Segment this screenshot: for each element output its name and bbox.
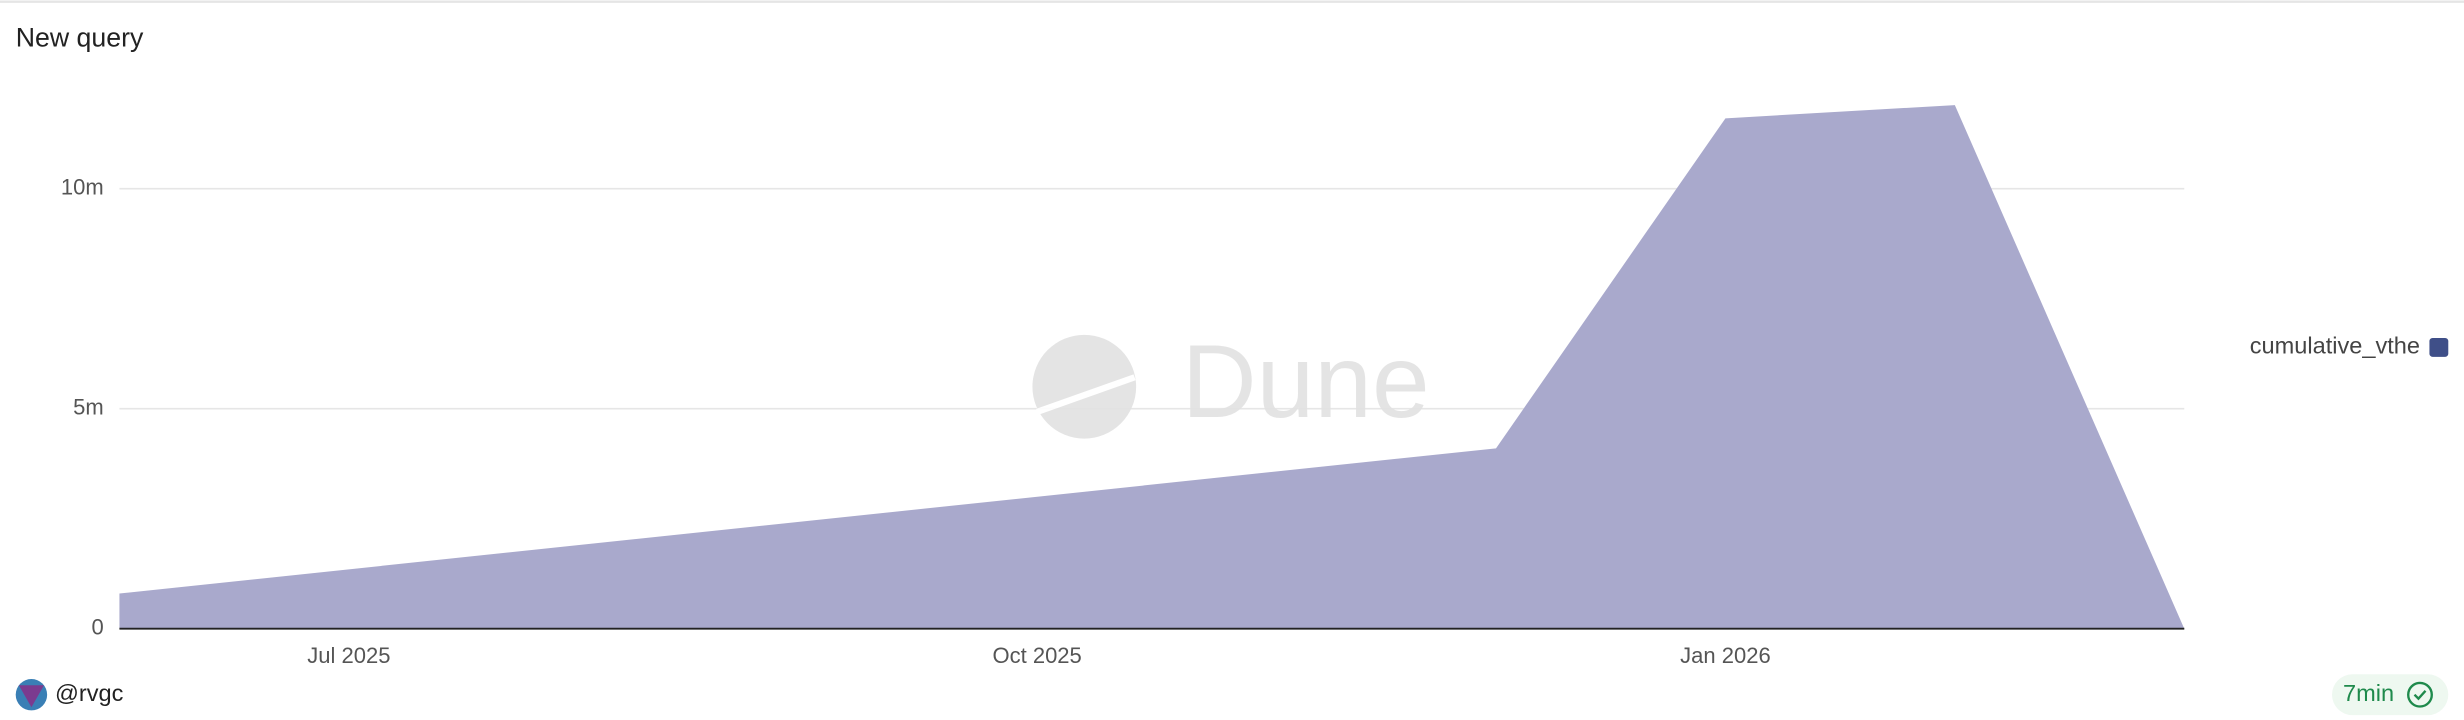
legend-swatch [2429, 338, 2449, 357]
y-tick-label: 5m [73, 395, 104, 420]
watermark-text: Dune [1182, 323, 1430, 439]
age: 7min [2343, 680, 2394, 706]
x-tick-label: Oct 2025 [993, 643, 1082, 668]
plot-area: 0 5m 10m Jul 2025 Oct 2025 Jan 2026 cumulative… [61, 105, 2449, 668]
check-icon [2407, 681, 2433, 708]
author[interactable]: @rvgc [55, 680, 124, 706]
watermark: Dune [1032, 323, 1430, 439]
chart-title: New query [16, 22, 144, 52]
area [119, 105, 2185, 629]
x-tick-label: Jan 2026 [1680, 643, 1771, 668]
legend-label: cumulative_vthe [2250, 333, 2420, 359]
age-pill [2332, 674, 2449, 716]
watermark-logo-stripe [1036, 374, 1136, 415]
avatar-shape [18, 685, 44, 708]
footer: @rvgc 7min [15, 674, 2449, 716]
y-tick-label: 10m [61, 175, 104, 200]
y-tick-label: 0 [91, 615, 103, 640]
watermark-logo [1032, 334, 1137, 439]
check-mark [2413, 689, 2427, 701]
x-tick-label: Jul 2025 [307, 643, 390, 668]
